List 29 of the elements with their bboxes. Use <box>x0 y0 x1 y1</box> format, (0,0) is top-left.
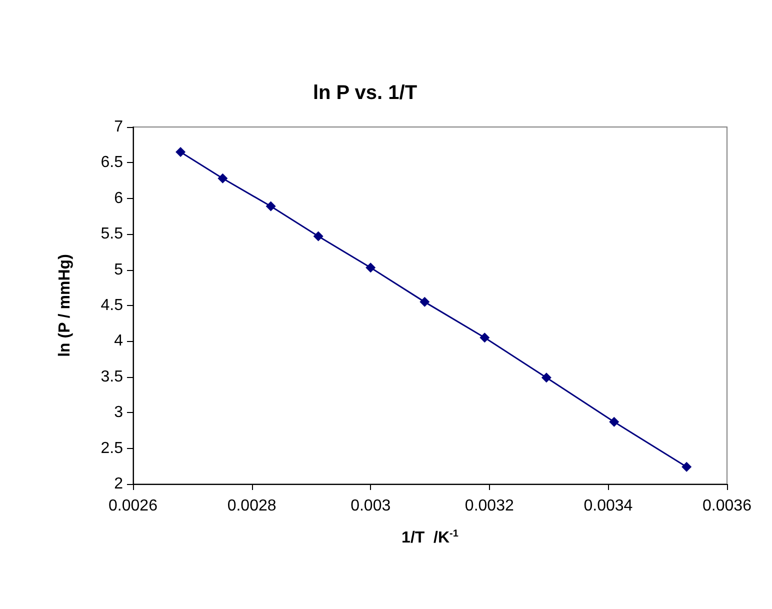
y-tick-label: 7 <box>114 118 124 136</box>
point <box>266 201 276 212</box>
x-tick-label: 0.0026 <box>108 498 158 514</box>
y-tick-label: 2.5 <box>100 440 124 457</box>
point <box>480 332 490 343</box>
x-tick-label: 0.0032 <box>464 498 514 514</box>
y-tick-label: 6 <box>114 190 124 207</box>
point <box>366 262 376 273</box>
point <box>682 462 692 472</box>
point <box>609 416 620 427</box>
y-tick-label: 6.5 <box>100 154 124 172</box>
chart-title: ln P vs. 1/T <box>312 82 418 104</box>
y-tick-label: 5.5 <box>100 226 124 243</box>
x-tick-label: 0.003 <box>350 498 391 514</box>
x-tick-label: 0.0028 <box>227 498 276 514</box>
y-tick-label: 4 <box>114 332 124 350</box>
point <box>218 173 228 184</box>
x-tick-label: 0.0034 <box>584 498 633 514</box>
y-tick-label: 2 <box>114 476 124 492</box>
y-tick-label: 3 <box>114 404 124 422</box>
point <box>313 231 324 242</box>
point <box>176 146 186 157</box>
y-axis-title: ln (P / mmHg) <box>56 254 74 357</box>
point <box>541 372 552 383</box>
point <box>420 296 430 307</box>
y-tick-label: 4.5 <box>100 297 124 314</box>
x-tick-label: 0.0036 <box>702 498 752 514</box>
y-tick-label: 5 <box>114 261 124 278</box>
y-tick-label: 3.5 <box>100 368 124 386</box>
